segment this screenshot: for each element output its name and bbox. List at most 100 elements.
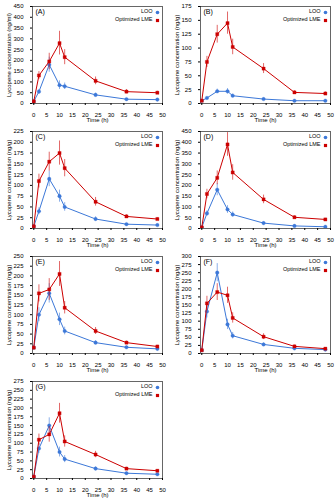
svg-text:75: 75 [17, 321, 24, 327]
svg-text:200: 200 [181, 286, 192, 292]
svg-text:30: 30 [108, 487, 115, 493]
svg-text:150: 150 [181, 302, 192, 308]
svg-text:30: 30 [276, 237, 283, 243]
svg-text:250: 250 [181, 172, 192, 178]
svg-text:225: 225 [181, 278, 192, 284]
svg-text:(G): (G) [36, 383, 46, 391]
svg-text:50: 50 [327, 362, 334, 368]
svg-text:LOO: LOO [309, 258, 321, 264]
svg-text:40: 40 [133, 237, 140, 243]
svg-text:30: 30 [276, 362, 283, 368]
svg-text:200: 200 [13, 273, 24, 279]
svg-text:0: 0 [20, 225, 24, 231]
svg-text:0: 0 [188, 100, 192, 106]
svg-text:5: 5 [45, 362, 49, 368]
svg-text:LOO: LOO [141, 383, 153, 389]
svg-text:50: 50 [185, 73, 192, 79]
svg-text:5: 5 [213, 237, 217, 243]
svg-text:250: 250 [181, 270, 192, 276]
svg-text:35: 35 [289, 112, 296, 118]
svg-text:125: 125 [13, 172, 24, 178]
svg-text:100: 100 [181, 45, 192, 51]
svg-text:LOO: LOO [141, 258, 153, 264]
svg-text:175: 175 [181, 294, 192, 300]
svg-text:Optimized LME: Optimized LME [115, 391, 153, 397]
svg-text:45: 45 [314, 112, 321, 118]
svg-text:Lycopene concentration (ng/g): Lycopene concentration (ng/g) [174, 15, 180, 96]
svg-text:5: 5 [45, 112, 49, 118]
svg-text:250: 250 [13, 253, 24, 259]
svg-text:50: 50 [17, 458, 24, 464]
svg-text:200: 200 [13, 57, 24, 63]
svg-text:Lycopene concentration (ng/g): Lycopene concentration (ng/g) [6, 265, 12, 346]
svg-text:30: 30 [108, 237, 115, 243]
svg-text:Lycopene concentration (ng/ml): Lycopene concentration (ng/ml) [6, 13, 12, 97]
svg-text:10: 10 [56, 487, 63, 493]
svg-text:75: 75 [17, 449, 24, 455]
svg-text:LOO: LOO [141, 133, 153, 139]
svg-text:Time (h): Time (h) [86, 117, 108, 123]
svg-text:150: 150 [181, 17, 192, 23]
svg-text:225: 225 [13, 396, 24, 402]
svg-text:0: 0 [32, 112, 36, 118]
svg-text:45: 45 [146, 237, 153, 243]
svg-text:15: 15 [69, 487, 76, 493]
svg-text:75: 75 [185, 326, 192, 332]
svg-text:10: 10 [224, 112, 231, 118]
svg-text:LOO: LOO [141, 8, 153, 14]
svg-text:35: 35 [121, 487, 128, 493]
svg-text:45: 45 [146, 487, 153, 493]
svg-text:Lycopene concentration (ng/g): Lycopene concentration (ng/g) [6, 140, 12, 221]
svg-text:45: 45 [314, 237, 321, 243]
svg-text:225: 225 [13, 263, 24, 269]
svg-text:35: 35 [289, 362, 296, 368]
svg-text:0: 0 [200, 237, 204, 243]
svg-text:200: 200 [181, 182, 192, 188]
svg-text:5: 5 [45, 237, 49, 243]
svg-text:15: 15 [69, 112, 76, 118]
svg-text:50: 50 [159, 237, 166, 243]
svg-text:0: 0 [188, 225, 192, 231]
svg-text:Lycopene concentration (ng/g): Lycopene concentration (ng/g) [6, 390, 12, 471]
svg-text:10: 10 [224, 362, 231, 368]
svg-text:400: 400 [181, 139, 192, 145]
svg-text:125: 125 [13, 302, 24, 308]
svg-text:125: 125 [181, 310, 192, 316]
svg-text:175: 175 [13, 414, 24, 420]
svg-text:Time (h): Time (h) [86, 242, 108, 248]
svg-text:40: 40 [133, 112, 140, 118]
svg-text:40: 40 [301, 112, 308, 118]
svg-text:50: 50 [159, 112, 166, 118]
svg-text:250: 250 [13, 387, 24, 393]
svg-text:175: 175 [13, 150, 24, 156]
svg-text:0: 0 [20, 350, 24, 356]
svg-text:30: 30 [108, 362, 115, 368]
svg-text:(A): (A) [36, 8, 45, 16]
svg-text:5: 5 [213, 362, 217, 368]
svg-text:100: 100 [13, 312, 24, 318]
svg-text:50: 50 [185, 334, 192, 340]
svg-text:15: 15 [237, 362, 244, 368]
svg-text:Optimized LME: Optimized LME [115, 141, 153, 147]
svg-text:LOO: LOO [309, 133, 321, 139]
svg-text:100: 100 [13, 440, 24, 446]
svg-text:(B): (B) [204, 8, 213, 16]
svg-text:10: 10 [56, 112, 63, 118]
svg-text:50: 50 [327, 237, 334, 243]
svg-text:50: 50 [17, 204, 24, 210]
svg-text:175: 175 [181, 3, 192, 9]
svg-text:350: 350 [13, 25, 24, 31]
svg-text:40: 40 [301, 362, 308, 368]
svg-text:Time (h): Time (h) [254, 242, 276, 248]
svg-text:50: 50 [159, 487, 166, 493]
svg-text:450: 450 [181, 128, 192, 134]
svg-text:Optimized LME: Optimized LME [115, 16, 153, 22]
svg-text:125: 125 [13, 431, 24, 437]
svg-text:40: 40 [133, 362, 140, 368]
svg-text:35: 35 [121, 237, 128, 243]
svg-text:300: 300 [181, 253, 192, 259]
svg-text:300: 300 [181, 161, 192, 167]
svg-text:45: 45 [146, 112, 153, 118]
svg-text:Time (h): Time (h) [254, 117, 276, 123]
svg-text:15: 15 [69, 237, 76, 243]
